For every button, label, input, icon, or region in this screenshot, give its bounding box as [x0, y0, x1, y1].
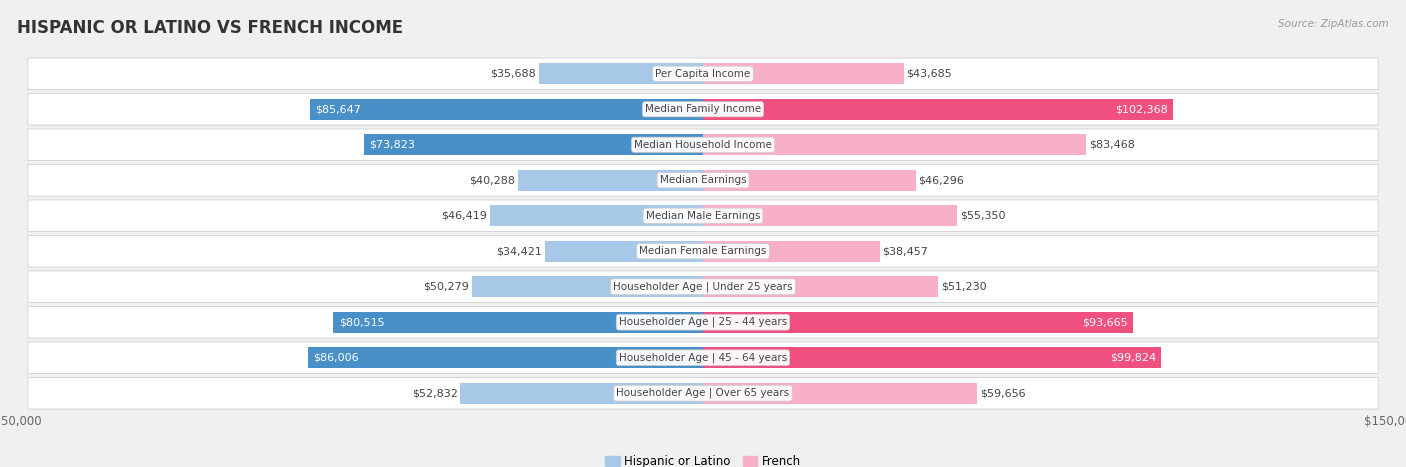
- Text: Median Family Income: Median Family Income: [645, 104, 761, 114]
- Text: $51,230: $51,230: [941, 282, 987, 292]
- Text: Householder Age | 45 - 64 years: Householder Age | 45 - 64 years: [619, 353, 787, 363]
- Text: Median Earnings: Median Earnings: [659, 175, 747, 185]
- Text: Median Household Income: Median Household Income: [634, 140, 772, 150]
- Bar: [703, 64, 904, 84]
- Text: $86,006: $86,006: [314, 353, 359, 363]
- Bar: [703, 276, 938, 297]
- Legend: Hispanic or Latino, French: Hispanic or Latino, French: [600, 450, 806, 467]
- Text: $80,515: $80,515: [339, 317, 384, 327]
- Text: $83,468: $83,468: [1090, 140, 1135, 150]
- Bar: [309, 99, 703, 120]
- Bar: [703, 383, 977, 403]
- Text: $102,368: $102,368: [1115, 104, 1167, 114]
- Bar: [703, 241, 880, 262]
- FancyBboxPatch shape: [28, 58, 1378, 90]
- FancyBboxPatch shape: [28, 129, 1378, 161]
- FancyBboxPatch shape: [28, 306, 1378, 338]
- FancyBboxPatch shape: [28, 377, 1378, 409]
- Text: Median Female Earnings: Median Female Earnings: [640, 246, 766, 256]
- Text: $34,421: $34,421: [496, 246, 543, 256]
- FancyBboxPatch shape: [28, 271, 1378, 303]
- Text: $46,419: $46,419: [441, 211, 486, 221]
- FancyBboxPatch shape: [28, 342, 1378, 374]
- Bar: [333, 312, 703, 333]
- Bar: [703, 99, 1173, 120]
- Bar: [703, 312, 1133, 333]
- Text: $38,457: $38,457: [883, 246, 928, 256]
- Text: Source: ZipAtlas.com: Source: ZipAtlas.com: [1278, 19, 1389, 28]
- Bar: [308, 347, 703, 368]
- Bar: [703, 347, 1161, 368]
- Text: Median Male Earnings: Median Male Earnings: [645, 211, 761, 221]
- Bar: [517, 170, 703, 191]
- Text: $50,279: $50,279: [423, 282, 470, 292]
- Text: Householder Age | 25 - 44 years: Householder Age | 25 - 44 years: [619, 317, 787, 327]
- Text: Householder Age | Under 25 years: Householder Age | Under 25 years: [613, 282, 793, 292]
- Text: $59,656: $59,656: [980, 388, 1025, 398]
- Bar: [546, 241, 703, 262]
- Text: $52,832: $52,832: [412, 388, 457, 398]
- FancyBboxPatch shape: [28, 93, 1378, 125]
- FancyBboxPatch shape: [28, 164, 1378, 196]
- Text: $99,824: $99,824: [1109, 353, 1156, 363]
- Text: $73,823: $73,823: [370, 140, 415, 150]
- Bar: [364, 134, 703, 155]
- FancyBboxPatch shape: [28, 200, 1378, 232]
- FancyBboxPatch shape: [28, 235, 1378, 267]
- Text: $93,665: $93,665: [1083, 317, 1128, 327]
- Text: Per Capita Income: Per Capita Income: [655, 69, 751, 79]
- Bar: [703, 134, 1087, 155]
- Text: $40,288: $40,288: [470, 175, 515, 185]
- Text: Householder Age | Over 65 years: Householder Age | Over 65 years: [616, 388, 790, 398]
- Bar: [703, 205, 957, 226]
- Text: $55,350: $55,350: [960, 211, 1005, 221]
- Bar: [489, 205, 703, 226]
- Text: HISPANIC OR LATINO VS FRENCH INCOME: HISPANIC OR LATINO VS FRENCH INCOME: [17, 19, 404, 37]
- Bar: [538, 64, 703, 84]
- Text: $35,688: $35,688: [491, 69, 536, 79]
- Text: $85,647: $85,647: [315, 104, 361, 114]
- Bar: [460, 383, 703, 403]
- Bar: [472, 276, 703, 297]
- Bar: [703, 170, 915, 191]
- Text: $46,296: $46,296: [918, 175, 965, 185]
- Text: $43,685: $43,685: [907, 69, 952, 79]
